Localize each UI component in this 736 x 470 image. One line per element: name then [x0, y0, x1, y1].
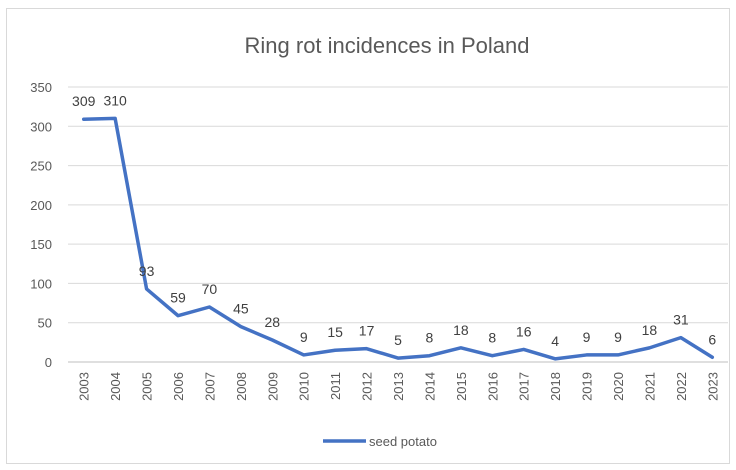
x-tick-label: 2009	[265, 372, 280, 401]
data-label: 18	[453, 322, 469, 338]
y-tick-label: 250	[30, 159, 52, 174]
series-group	[81, 116, 715, 361]
data-label: 18	[642, 322, 658, 338]
x-tick-label: 2023	[705, 372, 720, 401]
x-tick-label: 2019	[580, 372, 595, 401]
y-tick-label: 300	[30, 119, 52, 134]
data-label: 45	[233, 301, 249, 317]
x-axis: 2003 2004 2005 2006 2007 2008 2009 2010 2011 2012…	[77, 372, 721, 401]
y-tick-label: 150	[30, 237, 52, 252]
x-tick-label: 2016	[485, 372, 500, 401]
x-tick-label: 2018	[548, 372, 563, 401]
data-label: 9	[614, 329, 622, 345]
data-label: 59	[170, 290, 186, 306]
x-tick-label: 2004	[108, 372, 123, 401]
data-label: 5	[394, 332, 402, 348]
x-tick-label: 2020	[611, 372, 626, 401]
data-label: 31	[673, 312, 689, 328]
x-tick-label: 2022	[674, 372, 689, 401]
y-axis: 0 50 100 150 200 250 300 350	[30, 80, 52, 370]
data-label: 70	[202, 281, 218, 297]
data-label: 310	[103, 92, 127, 108]
x-tick-label: 2006	[171, 372, 186, 401]
data-labels: 309 310 93 59 70 45 28 9 15 17 5 8 18 8 16 4 9 9 18 31 6	[72, 92, 716, 348]
data-label: 28	[264, 314, 280, 330]
legend: seed potato	[323, 434, 437, 449]
y-tick-label: 100	[30, 276, 52, 291]
data-label: 4	[551, 333, 559, 349]
y-tick-label: 50	[38, 316, 52, 331]
x-tick-label: 2021	[642, 372, 657, 401]
data-label: 8	[488, 330, 496, 346]
data-label: 9	[583, 329, 591, 345]
data-label: 9	[300, 329, 308, 345]
gridlines	[68, 86, 728, 363]
x-tick-label: 2017	[517, 372, 532, 401]
x-tick-label: 2003	[77, 372, 92, 401]
data-label: 309	[72, 93, 96, 109]
data-label: 6	[708, 331, 716, 347]
x-tick-label: 2011	[328, 372, 343, 400]
chart-frame	[6, 8, 730, 464]
x-tick-label: 2010	[297, 372, 312, 401]
legend-label: seed potato	[369, 434, 437, 449]
y-tick-label: 200	[30, 198, 52, 213]
data-label: 93	[139, 263, 155, 279]
x-tick-label: 2014	[422, 372, 437, 401]
data-label: 15	[327, 324, 343, 340]
x-tick-label: 2005	[140, 372, 155, 401]
x-tick-label: 2008	[234, 372, 249, 401]
y-tick-label: 0	[45, 355, 52, 370]
data-label: 16	[516, 323, 532, 339]
x-tick-label: 2012	[360, 372, 375, 401]
x-tick-label: 2007	[202, 372, 217, 401]
data-label: 8	[426, 330, 434, 346]
y-tick-label: 350	[30, 80, 52, 95]
x-tick-label: 2013	[391, 372, 406, 401]
chart-title: Ring rot incidences in Poland	[245, 33, 530, 58]
data-label: 17	[359, 323, 375, 339]
x-tick-label: 2015	[454, 372, 469, 401]
